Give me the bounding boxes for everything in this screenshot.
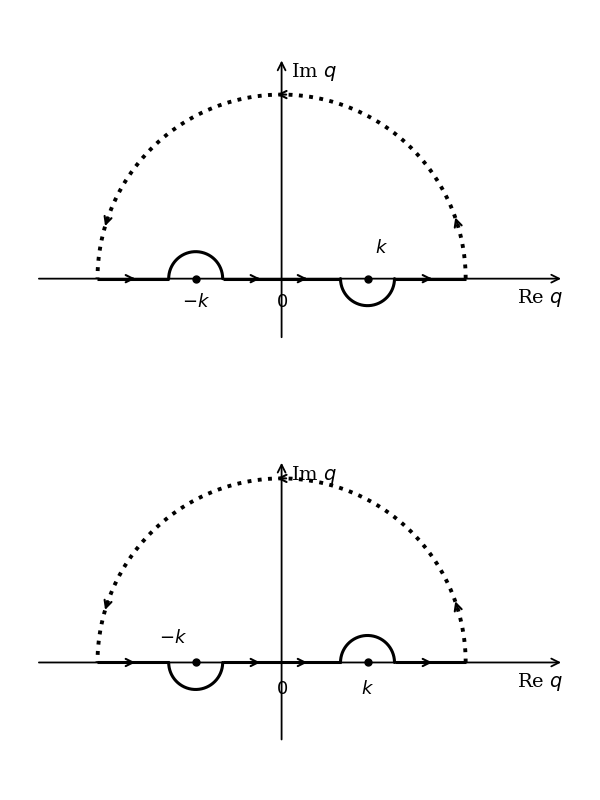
Text: Re $q$: Re $q$ (517, 671, 563, 693)
Text: $0$: $0$ (275, 680, 287, 698)
Text: $0$: $0$ (275, 294, 287, 311)
Text: $k$: $k$ (375, 238, 388, 257)
Text: $k$: $k$ (361, 680, 374, 698)
Text: Re $q$: Re $q$ (517, 287, 563, 310)
Text: $-k$: $-k$ (182, 294, 210, 311)
Text: Im $q$: Im $q$ (292, 464, 337, 486)
Text: Im $q$: Im $q$ (292, 62, 337, 83)
Text: $-k$: $-k$ (159, 629, 187, 646)
